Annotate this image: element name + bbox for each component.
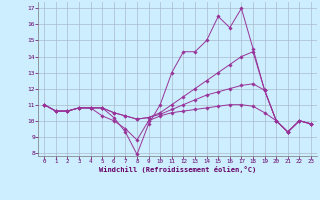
- X-axis label: Windchill (Refroidissement éolien,°C): Windchill (Refroidissement éolien,°C): [99, 166, 256, 173]
